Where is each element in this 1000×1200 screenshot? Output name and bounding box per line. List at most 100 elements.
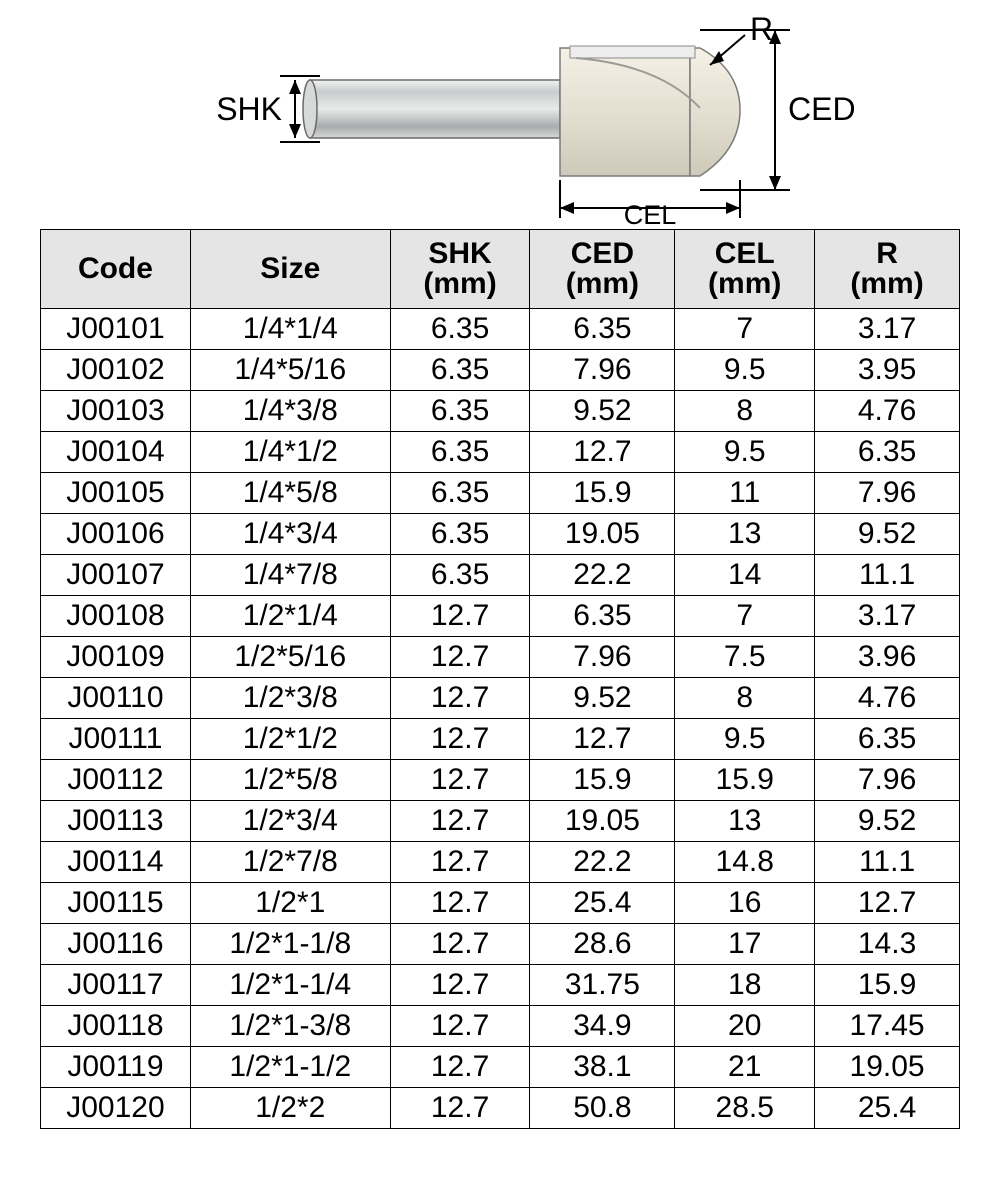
cell: 1/2*5/8: [190, 760, 390, 801]
table-row: J001061/4*3/46.3519.05139.52: [41, 514, 960, 555]
cell: 16: [675, 883, 815, 924]
cell: 31.75: [530, 965, 675, 1006]
cell: 7.96: [530, 637, 675, 678]
cell: 12.7: [390, 1006, 530, 1047]
cell: J00105: [41, 473, 191, 514]
cell: 12.7: [530, 719, 675, 760]
cell: 22.2: [530, 555, 675, 596]
cell: 12.7: [815, 883, 960, 924]
cell: 1/2*1-1/4: [190, 965, 390, 1006]
cell: 19.05: [530, 801, 675, 842]
cel-label: CEL: [624, 200, 677, 225]
cell: 1/2*1-1/2: [190, 1047, 390, 1088]
cell: 1/2*3/4: [190, 801, 390, 842]
cell: 12.7: [390, 760, 530, 801]
cell: 14.3: [815, 924, 960, 965]
cell: J00109: [41, 637, 191, 678]
cell: J00113: [41, 801, 191, 842]
cell: 1/4*5/16: [190, 350, 390, 391]
cell: 7.96: [530, 350, 675, 391]
cell: 1/4*1/4: [190, 309, 390, 350]
col-header-1: Size: [190, 230, 390, 309]
table-row: J001161/2*1-1/812.728.61714.3: [41, 924, 960, 965]
cell: 11.1: [815, 555, 960, 596]
col-header-3: CED(mm): [530, 230, 675, 309]
cell: 25.4: [530, 883, 675, 924]
cell: 12.7: [390, 637, 530, 678]
cell: 6.35: [390, 432, 530, 473]
cell: 19.05: [815, 1047, 960, 1088]
cell: 6.35: [390, 391, 530, 432]
table-row: J001031/4*3/86.359.5284.76: [41, 391, 960, 432]
spec-table-head: CodeSizeSHK(mm)CED(mm)CEL(mm)R(mm): [41, 230, 960, 309]
table-row: J001021/4*5/166.357.969.53.95: [41, 350, 960, 391]
cell: 25.4: [815, 1088, 960, 1129]
cell: 12.7: [390, 883, 530, 924]
cell: 9.5: [675, 432, 815, 473]
table-row: J001171/2*1-1/412.731.751815.9: [41, 965, 960, 1006]
cell: 12.7: [390, 1047, 530, 1088]
table-row: J001131/2*3/412.719.05139.52: [41, 801, 960, 842]
cell: 38.1: [530, 1047, 675, 1088]
cell: J00115: [41, 883, 191, 924]
cell: 12.7: [390, 965, 530, 1006]
cell: J00119: [41, 1047, 191, 1088]
cell: 17.45: [815, 1006, 960, 1047]
cell: J00120: [41, 1088, 191, 1129]
cell: 12.7: [390, 596, 530, 637]
spec-table: CodeSizeSHK(mm)CED(mm)CEL(mm)R(mm) J0010…: [40, 229, 960, 1129]
table-row: J001121/2*5/812.715.915.97.96: [41, 760, 960, 801]
table-row: J001101/2*3/812.79.5284.76: [41, 678, 960, 719]
cell: 1/2*7/8: [190, 842, 390, 883]
r-label: R: [750, 11, 773, 47]
cell: 21: [675, 1047, 815, 1088]
cell: 15.9: [815, 965, 960, 1006]
cell: 12.7: [530, 432, 675, 473]
cell: 8: [675, 391, 815, 432]
cell: 6.35: [390, 350, 530, 391]
cell: 15.9: [530, 760, 675, 801]
cell: 7: [675, 309, 815, 350]
cell: 3.17: [815, 596, 960, 637]
cell: 6.35: [530, 309, 675, 350]
cell: 6.35: [390, 514, 530, 555]
cell: J00106: [41, 514, 191, 555]
cell: J00112: [41, 760, 191, 801]
cell: J00114: [41, 842, 191, 883]
cell: 6.35: [390, 473, 530, 514]
cell: 1/2*1/4: [190, 596, 390, 637]
cell: 17: [675, 924, 815, 965]
cell: 1/2*3/8: [190, 678, 390, 719]
table-row: J001041/4*1/26.3512.79.56.35: [41, 432, 960, 473]
cell: 20: [675, 1006, 815, 1047]
cell: 4.76: [815, 678, 960, 719]
cell: 1/4*7/8: [190, 555, 390, 596]
cell: 9.5: [675, 719, 815, 760]
cell: 4.76: [815, 391, 960, 432]
table-row: J001151/2*112.725.41612.7: [41, 883, 960, 924]
cell: 12.7: [390, 924, 530, 965]
cell: J00108: [41, 596, 191, 637]
cell: 9.5: [675, 350, 815, 391]
cell: 19.05: [530, 514, 675, 555]
cell: 6.35: [390, 555, 530, 596]
cell: 9.52: [530, 391, 675, 432]
cell: 1/2*1-1/8: [190, 924, 390, 965]
cell: 9.52: [815, 801, 960, 842]
cell: J00118: [41, 1006, 191, 1047]
table-row: J001191/2*1-1/212.738.12119.05: [41, 1047, 960, 1088]
cell: 28.5: [675, 1088, 815, 1129]
col-header-2: SHK(mm): [390, 230, 530, 309]
shk-label: SHK: [216, 91, 282, 127]
cell: 6.35: [390, 309, 530, 350]
cell: 12.7: [390, 1088, 530, 1129]
table-row: J001201/2*212.750.828.525.4: [41, 1088, 960, 1129]
cell: 3.95: [815, 350, 960, 391]
cell: 13: [675, 801, 815, 842]
cell: 7: [675, 596, 815, 637]
cell: 14: [675, 555, 815, 596]
cell: J00107: [41, 555, 191, 596]
col-header-0: Code: [41, 230, 191, 309]
cell: 12.7: [390, 801, 530, 842]
cell: 1/2*1-3/8: [190, 1006, 390, 1047]
